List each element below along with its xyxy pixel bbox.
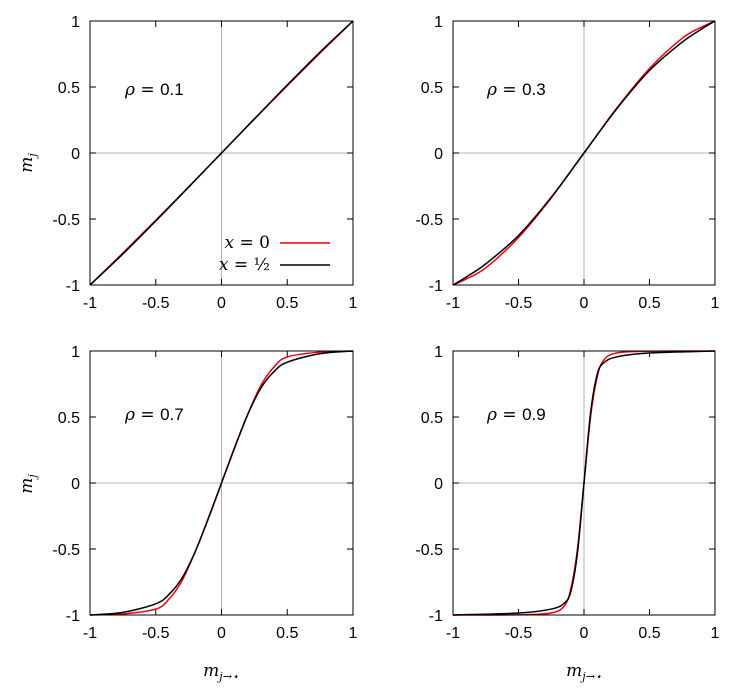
y-tick-label: -0.5 [415,542,443,559]
y-tick-label: 0.5 [421,410,443,427]
y-tick-label: -1 [66,278,80,295]
x-tick-label: -1 [446,295,460,312]
x-tick-label: 1 [349,625,358,642]
plot-frame [89,20,354,286]
x-tick-label: 0 [580,295,589,312]
y-tick-label: 1 [71,344,80,361]
x-tick-label: 0.5 [638,295,660,312]
x-tick-label: 0 [217,625,226,642]
y-tick-label: 0.5 [421,80,443,97]
x-tick-label: 1 [711,625,720,642]
x-tick-label: 0.5 [638,625,660,642]
x-tick-label: 1 [711,295,720,312]
rho-annotation: ρ = 0.1 [124,80,184,100]
chart-panels: -1 -0.5 0 0.5 1 -1 -0.5 0 0.5 1 ρ = 0.1 -1 -0.5 0 0.5 1… [52,14,719,642]
plot-frame [452,350,716,616]
y-tick-label: 0 [71,476,80,493]
x-tick-label: 0.5 [276,295,298,312]
y-tick-label: 1 [71,14,80,31]
legend-entry-x0: x = 0 [225,233,330,253]
legend-entry-xhalf: x = ½ [219,255,330,275]
series-line-xhalf [452,20,716,286]
legend: x = 0 x = ½ [219,233,330,275]
series-line-xhalf [89,350,354,616]
x-tick-label: -0.5 [505,625,533,642]
plot-frame [452,20,716,286]
y-tick-label: 0 [71,146,80,163]
y-axis-label-bottom: mj [17,474,39,494]
x-tick-label: -1 [83,625,97,642]
x-axis-label-left: mj→⋆ [203,661,239,683]
x-tick-label: 0 [217,295,226,312]
chart-panel-2: -1 -0.5 0 0.5 1 -1 -0.5 0 0.5 1 ρ = 0.3 [415,14,719,312]
chart-panel-4: -1 -0.5 0 0.5 1 -1 -0.5 0 0.5 1 ρ = 0.9 [415,344,719,642]
y-tick-label: 0 [434,146,443,163]
y-tick-label: -1 [66,608,80,625]
y-tick-label: 0.5 [58,80,80,97]
series-line-xhalf [452,350,716,616]
y-tick-label: 1 [434,344,443,361]
y-tick-label: -1 [429,278,443,295]
y-tick-label: -1 [429,608,443,625]
x-tick-label: 0.5 [276,625,298,642]
rho-annotation: ρ = 0.7 [124,405,184,425]
y-tick-label: 0.5 [58,410,80,427]
x-tick-label: -0.5 [142,625,170,642]
x-tick-label: -1 [83,295,97,312]
y-tick-label: -0.5 [52,542,80,559]
x-tick-label: 0 [580,625,589,642]
series-line-xhalf [89,20,354,286]
x-tick-label: -0.5 [142,295,170,312]
y-axis-label-top: mj [17,153,39,173]
chart-panel-3: -1 -0.5 0 0.5 1 -1 -0.5 0 0.5 1 ρ = 0.7 [52,344,357,642]
x-axis-label-right: mj→⋆ [566,661,602,683]
y-tick-label: 0 [434,476,443,493]
legend-label-x0: x = 0 [225,233,270,253]
legend-label-xhalf: x = ½ [219,255,270,275]
plot-frame [89,350,354,616]
x-tick-label: 1 [349,295,358,312]
y-tick-label: -0.5 [52,212,80,229]
y-tick-label: 1 [434,14,443,31]
chart-panel-1: -1 -0.5 0 0.5 1 -1 -0.5 0 0.5 1 ρ = 0.1 [52,14,357,312]
rho-annotation: ρ = 0.3 [486,80,546,100]
x-tick-label: -0.5 [505,295,533,312]
y-tick-label: -0.5 [415,212,443,229]
rho-annotation: ρ = 0.9 [486,405,546,425]
x-tick-label: -1 [446,625,460,642]
